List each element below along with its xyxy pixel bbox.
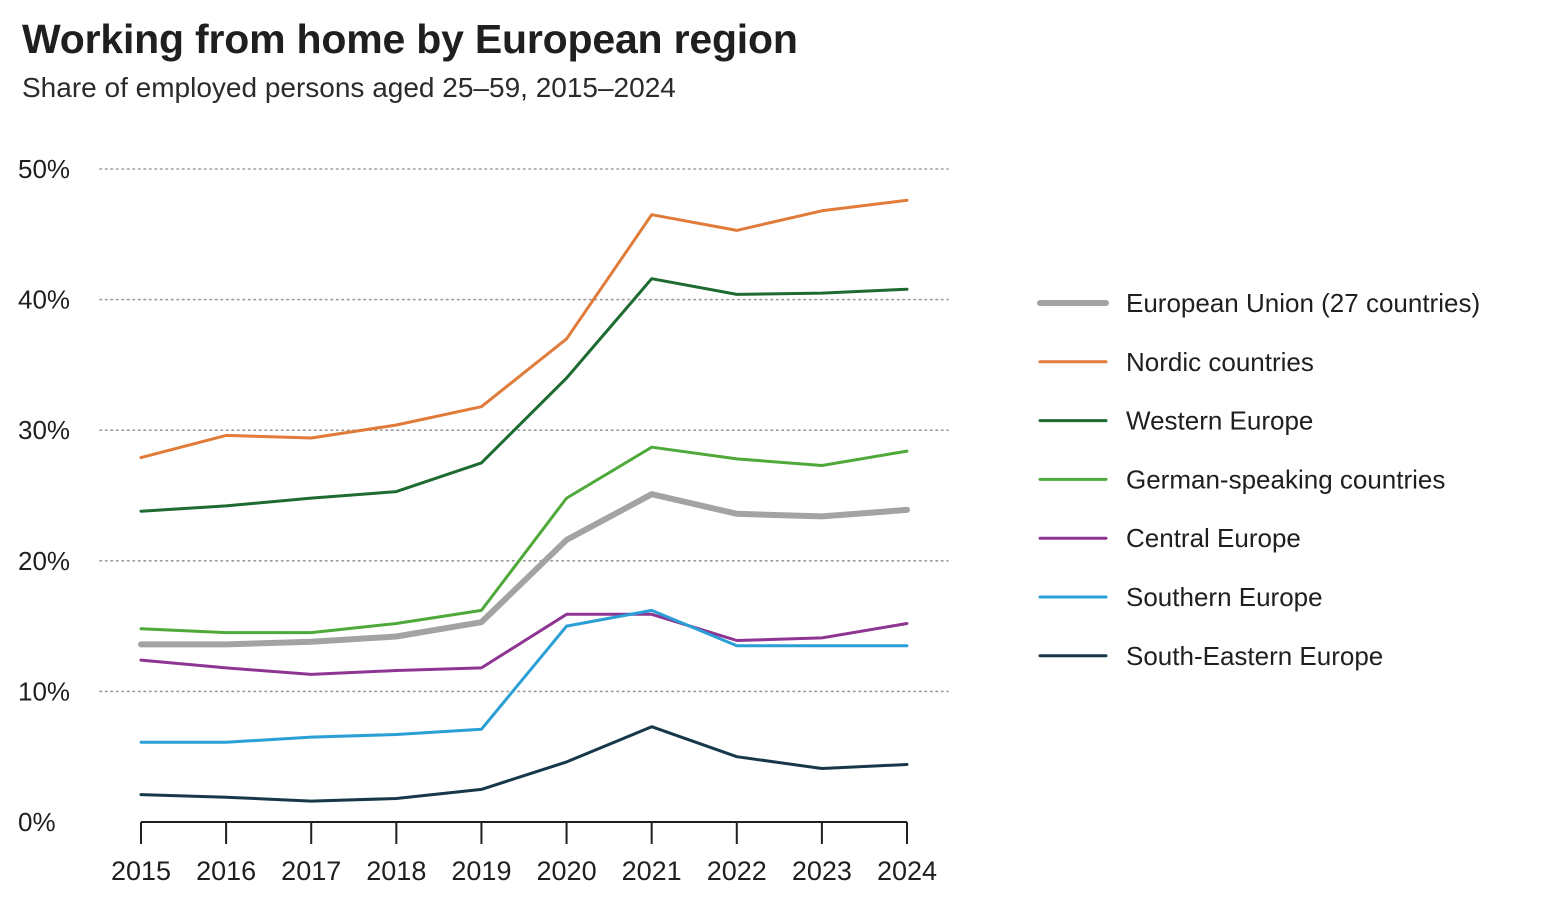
series-line [139,608,909,744]
legend-label: Western Europe [1126,406,1313,436]
series-line [139,725,909,803]
legend-label: European Union (27 countries) [1126,288,1480,318]
chart-subtitle: Share of employed persons aged 25–59, 20… [22,72,676,103]
legend-label: Southern Europe [1126,582,1323,612]
chart-title: Working from home by European region [22,16,798,62]
legend: European Union (27 countries) Nordic coun… [1037,288,1480,671]
x-tick-label: 2024 [877,856,937,886]
legend-label: South-Eastern Europe [1126,641,1383,671]
x-tick-label: 2020 [537,856,597,886]
y-tick-label: 40% [18,285,70,315]
y-tick-label: 0% [18,807,56,837]
x-tick-label: 2018 [366,856,426,886]
x-tick-label: 2015 [111,856,171,886]
y-tick-label: 30% [18,415,70,445]
x-tick-label: 2023 [792,856,852,886]
series-line [139,612,909,676]
y-tick-label: 20% [18,546,70,576]
series-line [139,445,909,635]
series-line [139,277,909,513]
x-tick-label: 2016 [196,856,256,886]
legend-label: Central Europe [1126,523,1301,553]
legend-label: German-speaking countries [1126,464,1445,494]
y-axis-ticks: 0% 10% 20% 30% 40% 50% [18,154,70,837]
x-tick-label: 2022 [707,856,767,886]
x-tick-label: 2021 [622,856,682,886]
x-tick-label: 2019 [451,856,511,886]
gridlines [99,168,949,693]
legend-label: Nordic countries [1126,347,1314,377]
series-lines [138,198,910,803]
series-line [139,198,909,460]
series-line [138,491,910,648]
x-axis: 2015 2016 2017 2018 2019 2020 2021 2022 2023 2024 [111,821,937,886]
x-tick-label: 2017 [281,856,341,886]
y-tick-label: 50% [18,154,70,184]
y-tick-label: 10% [18,676,70,706]
